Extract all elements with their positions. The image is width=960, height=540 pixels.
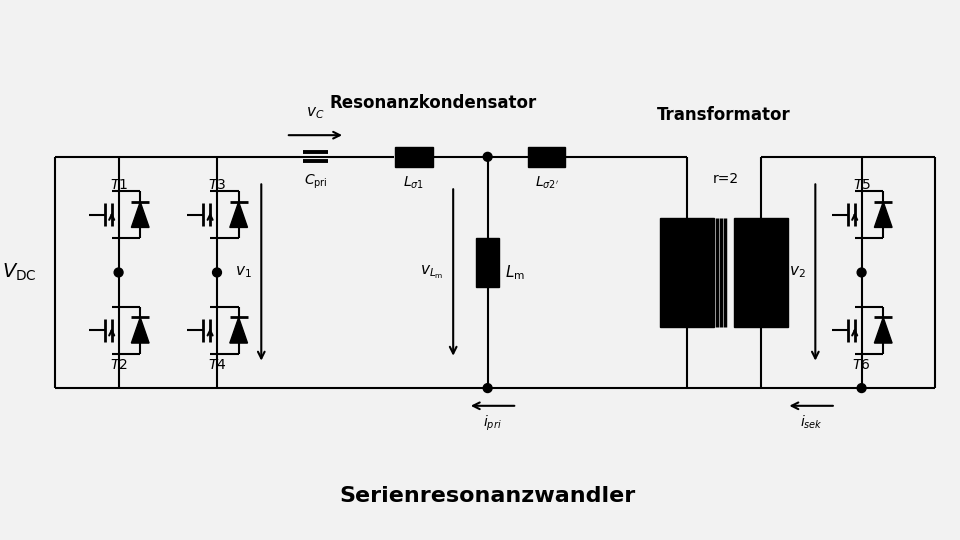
Polygon shape [875,202,892,227]
Text: $i_{sek}$: $i_{sek}$ [800,414,823,431]
Circle shape [114,268,123,277]
Circle shape [857,383,866,393]
Circle shape [212,268,222,277]
Text: $L_{\mathrm{m}}$: $L_{\mathrm{m}}$ [505,263,525,282]
Polygon shape [229,202,248,227]
Text: $i_{pri}$: $i_{pri}$ [483,414,502,433]
Text: $v_{L_{\mathrm{m}}}$: $v_{L_{\mathrm{m}}}$ [420,264,444,281]
Text: $T2$: $T2$ [109,357,128,372]
Text: $T4$: $T4$ [207,357,227,372]
Circle shape [483,383,492,393]
Bar [476,238,499,287]
Text: Serienresonanzwandler: Serienresonanzwandler [340,487,636,507]
Text: $v_C$: $v_C$ [306,106,324,122]
Bar [660,218,714,327]
Polygon shape [229,318,248,343]
Text: $T1$: $T1$ [109,178,128,192]
Text: $T6$: $T6$ [852,357,871,372]
Text: $L_{\sigma 1}$: $L_{\sigma 1}$ [403,174,424,191]
Text: $C_{\mathrm{pri}}$: $C_{\mathrm{pri}}$ [303,173,327,191]
Text: $V_{\mathrm{DC}}$: $V_{\mathrm{DC}}$ [2,262,36,283]
Text: r=2: r=2 [712,172,739,186]
Bar [733,218,788,327]
Text: $v_1$: $v_1$ [235,265,252,280]
Text: $T5$: $T5$ [852,178,871,192]
Polygon shape [132,202,149,227]
Polygon shape [875,318,892,343]
Bar [396,147,433,167]
Bar [528,147,565,167]
Circle shape [483,152,492,161]
Text: Transformator: Transformator [657,106,791,125]
Polygon shape [132,318,149,343]
Text: $v_2$: $v_2$ [789,265,806,280]
Text: Resonanzkondensator: Resonanzkondensator [330,94,538,112]
Text: $L_{\sigma 2'}$: $L_{\sigma 2'}$ [535,174,559,191]
Text: $T3$: $T3$ [208,178,227,192]
Circle shape [857,268,866,277]
